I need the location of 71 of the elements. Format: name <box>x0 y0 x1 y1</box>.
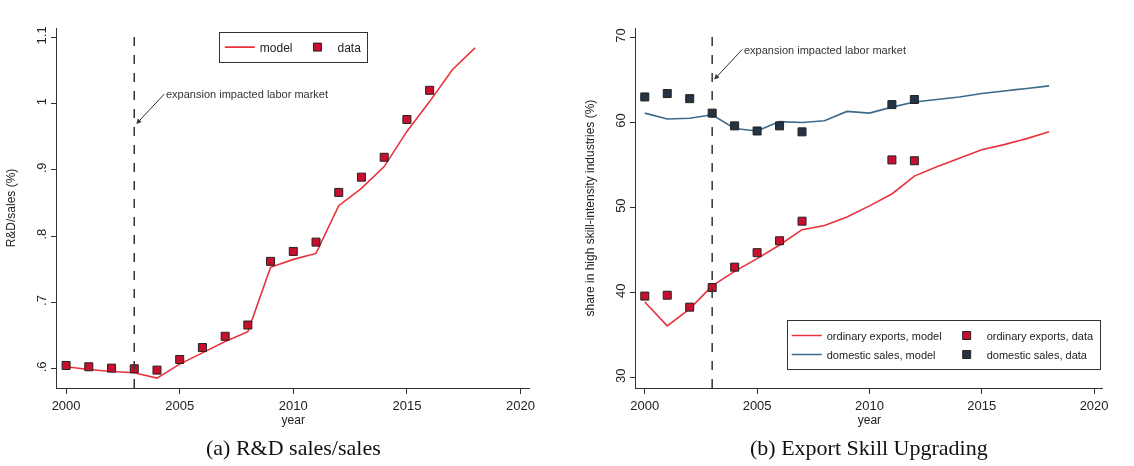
x-tick-label: 2020 <box>506 397 535 413</box>
y-tick-label: .6 <box>33 361 49 373</box>
point <box>311 237 321 247</box>
point <box>887 155 897 165</box>
point <box>640 92 650 102</box>
annotation: expansion impacted labor market <box>744 44 907 56</box>
legend-label: domestic sales, data <box>986 348 1088 361</box>
y-tick-label: .9 <box>33 162 49 174</box>
point <box>197 343 207 353</box>
legend-label: ordinary exports, model <box>826 329 942 342</box>
point <box>752 248 762 258</box>
legend-label: ordinary exports, data <box>986 329 1094 342</box>
x-tick-label: 2005 <box>165 397 195 413</box>
y-tick-label: .8 <box>33 228 49 240</box>
point <box>797 127 807 137</box>
x-tick-label: 2015 <box>967 397 997 413</box>
point <box>152 365 162 375</box>
text: (a) R&D sales/sales <box>206 435 381 460</box>
point <box>887 100 897 110</box>
point <box>61 360 71 370</box>
y-tick-label: .7 <box>33 295 49 306</box>
text: (b) Export Skill Upgrading <box>750 435 988 460</box>
point <box>730 262 740 272</box>
point <box>266 256 276 266</box>
point <box>402 114 412 124</box>
legend-label: data <box>337 40 362 55</box>
point <box>775 236 785 246</box>
point <box>775 121 785 131</box>
point <box>379 152 389 162</box>
x-axis-title: year <box>281 412 305 427</box>
point <box>909 94 919 104</box>
point <box>356 172 366 182</box>
y-tick-label: 1.1 <box>33 26 49 45</box>
point <box>288 246 298 256</box>
x-tick-label: 2010 <box>854 397 884 413</box>
y-tick-label: 70 <box>612 28 628 43</box>
y-tick-label: 40 <box>612 283 628 298</box>
point <box>243 320 253 330</box>
point <box>640 291 650 301</box>
point <box>752 126 762 136</box>
point <box>84 362 94 372</box>
legend-label: domestic sales, model <box>826 348 936 361</box>
x-tick-label: 2005 <box>742 397 772 413</box>
annotation: expansion impacted labor market <box>166 88 329 100</box>
point <box>220 331 230 341</box>
x-tick-label: 2020 <box>1079 397 1109 413</box>
point <box>334 187 344 197</box>
x-tick-label: 2010 <box>278 397 308 413</box>
x-tick-label: 2000 <box>630 397 660 413</box>
x-tick-label: 2015 <box>392 397 422 413</box>
point <box>685 302 695 312</box>
point <box>107 363 117 373</box>
point <box>730 121 740 131</box>
y-tick-label: 60 <box>612 113 628 128</box>
point <box>662 89 672 99</box>
y-axis-title: R&D/sales (%) <box>4 168 19 248</box>
y-axis-title: share in high skill-intensity industries (%) <box>582 99 597 317</box>
point <box>129 364 139 374</box>
point <box>685 94 695 104</box>
legend-label: model <box>259 40 293 55</box>
point <box>175 354 185 364</box>
y-tick-label: 1 <box>33 98 49 106</box>
point <box>425 85 435 95</box>
x-tick-label: 2000 <box>51 397 81 413</box>
x-axis-title: year <box>857 412 882 427</box>
point <box>797 216 807 226</box>
point <box>909 156 919 166</box>
point <box>662 290 672 300</box>
y-tick-label: 30 <box>612 368 628 384</box>
y-tick-label: 50 <box>612 198 628 213</box>
point <box>707 283 717 293</box>
